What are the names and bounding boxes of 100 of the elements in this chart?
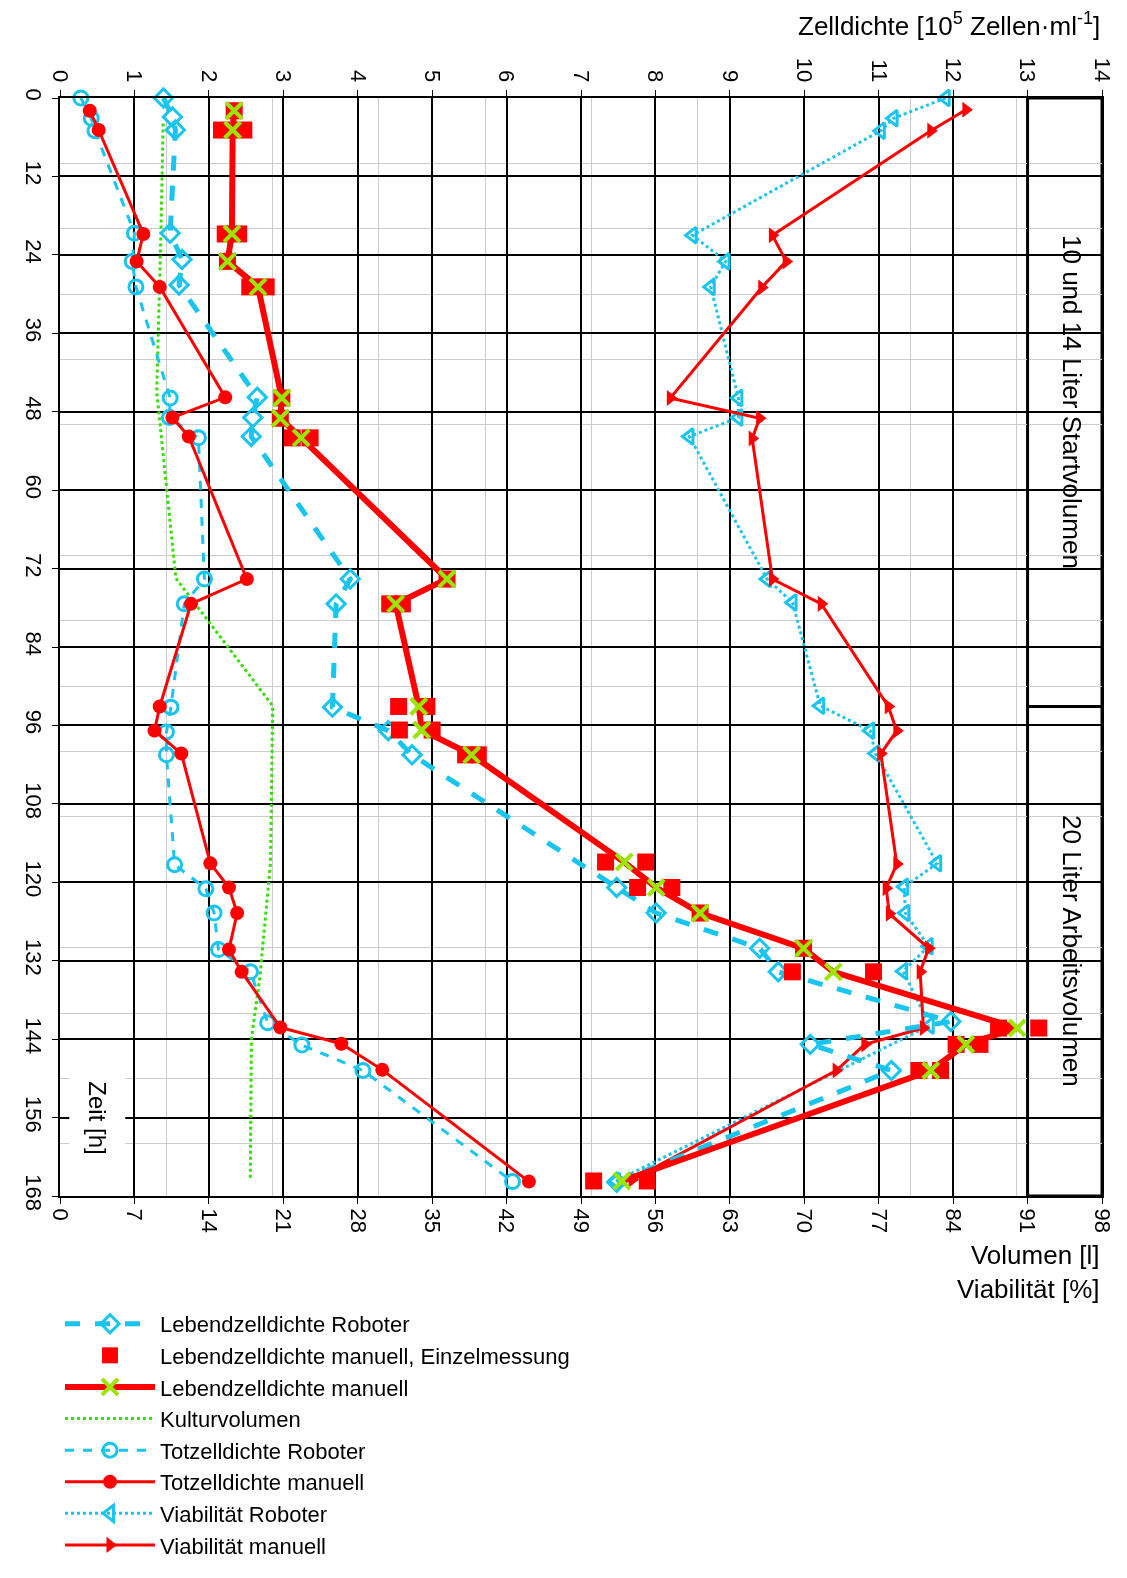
point [242,963,260,981]
y-axis-title: Zeit [h] [83,1081,111,1155]
x2-tick-label: 3 [271,70,297,83]
point [195,570,213,588]
point [614,852,635,873]
x2-tick-label: 0 [47,70,73,83]
y-tick-label: 144 [20,1017,46,1055]
point [597,853,615,871]
point [161,106,183,128]
point [152,699,167,714]
point [385,593,406,614]
point [646,877,667,898]
x2-tick-label: 1 [122,70,148,83]
point [230,906,245,920]
point [221,880,236,895]
point [152,87,175,109]
x-axis-title: Volumen [l] Viabilität [%] [957,1240,1100,1304]
point [91,123,106,138]
point [461,744,482,765]
point [174,746,189,761]
y-tick-label: 12 [20,160,46,186]
point [159,222,181,244]
x-tick-label: 0 [47,1208,73,1221]
point [164,119,186,141]
point [1030,1019,1048,1037]
point [325,593,347,615]
point [162,698,180,716]
legend-label: Lebendzelldichte Roboter [160,1312,410,1338]
point [221,223,242,244]
point [242,407,264,429]
x-tick-label: 70 [792,1208,818,1233]
y-tick-label: 108 [20,782,46,819]
x2-tick-label: 9 [717,70,743,83]
point [197,880,215,898]
point [136,226,151,241]
y-tick-label: 156 [20,1095,46,1133]
point [171,248,193,271]
y-tick-label: 84 [20,631,46,656]
y-tick-label: 0 [20,88,46,101]
x-tick-label: 35 [419,1208,445,1233]
y-tick-label: 60 [20,474,46,500]
point [521,1174,536,1189]
point [334,1036,349,1051]
point [783,963,801,981]
point [273,1020,288,1035]
x-tick-label: 7 [122,1208,148,1221]
y-tick-label: 168 [20,1174,46,1212]
legend-label: Lebendzelldichte manuell, Einzelmessung [160,1343,570,1369]
point [152,279,167,294]
x2-tick-label: 12 [940,57,966,83]
point [339,568,361,590]
point [645,902,667,924]
point [408,696,429,717]
point [239,572,254,587]
x2-tick-label: 8 [643,70,669,83]
y-tick-label: 132 [20,939,46,976]
point [221,942,236,957]
x2-tick-label: 5 [419,70,445,83]
point [955,1034,976,1055]
point [401,744,423,766]
x2-tick-label: 6 [494,70,520,83]
point [880,1059,902,1082]
x2-tick-label: 11 [866,59,892,83]
x-tick-label: 98 [1089,1208,1115,1233]
point [246,386,268,408]
x-tick-label: 91 [1015,1208,1041,1233]
point [411,720,432,740]
point [82,109,100,127]
point [504,1173,522,1191]
point [240,425,262,448]
point [293,1036,311,1054]
y-tick-label: 48 [20,396,46,421]
point [1007,1018,1028,1039]
point [129,254,144,269]
point [637,853,655,871]
x-tick-label: 84 [940,1208,966,1233]
legend-label: Kulturvolumen [160,1407,301,1433]
x2-tick-label: 2 [196,70,222,83]
point [823,961,844,982]
point [920,1060,941,1081]
point [203,856,218,871]
point [234,964,249,979]
point [354,1062,372,1079]
x-tick-label: 49 [568,1208,594,1233]
point [291,427,312,448]
point [157,746,175,764]
point [82,103,97,118]
y-tick-label: 36 [20,317,46,343]
y-tick-label: 72 [20,553,46,578]
point [390,721,408,739]
x-tick-label: 28 [345,1208,371,1233]
legend-label: Totzelldichte manuell [160,1470,365,1496]
point [749,937,771,959]
point [585,1172,603,1190]
x2-axis-title: Zelldichte [10$^{5}$ Zellen·ml$^{-1}$] [798,8,1101,41]
x-tick-label: 14 [196,1208,222,1233]
point [390,697,408,715]
point [321,696,344,718]
x2-tick-label: 13 [1015,57,1041,83]
point [865,963,882,981]
